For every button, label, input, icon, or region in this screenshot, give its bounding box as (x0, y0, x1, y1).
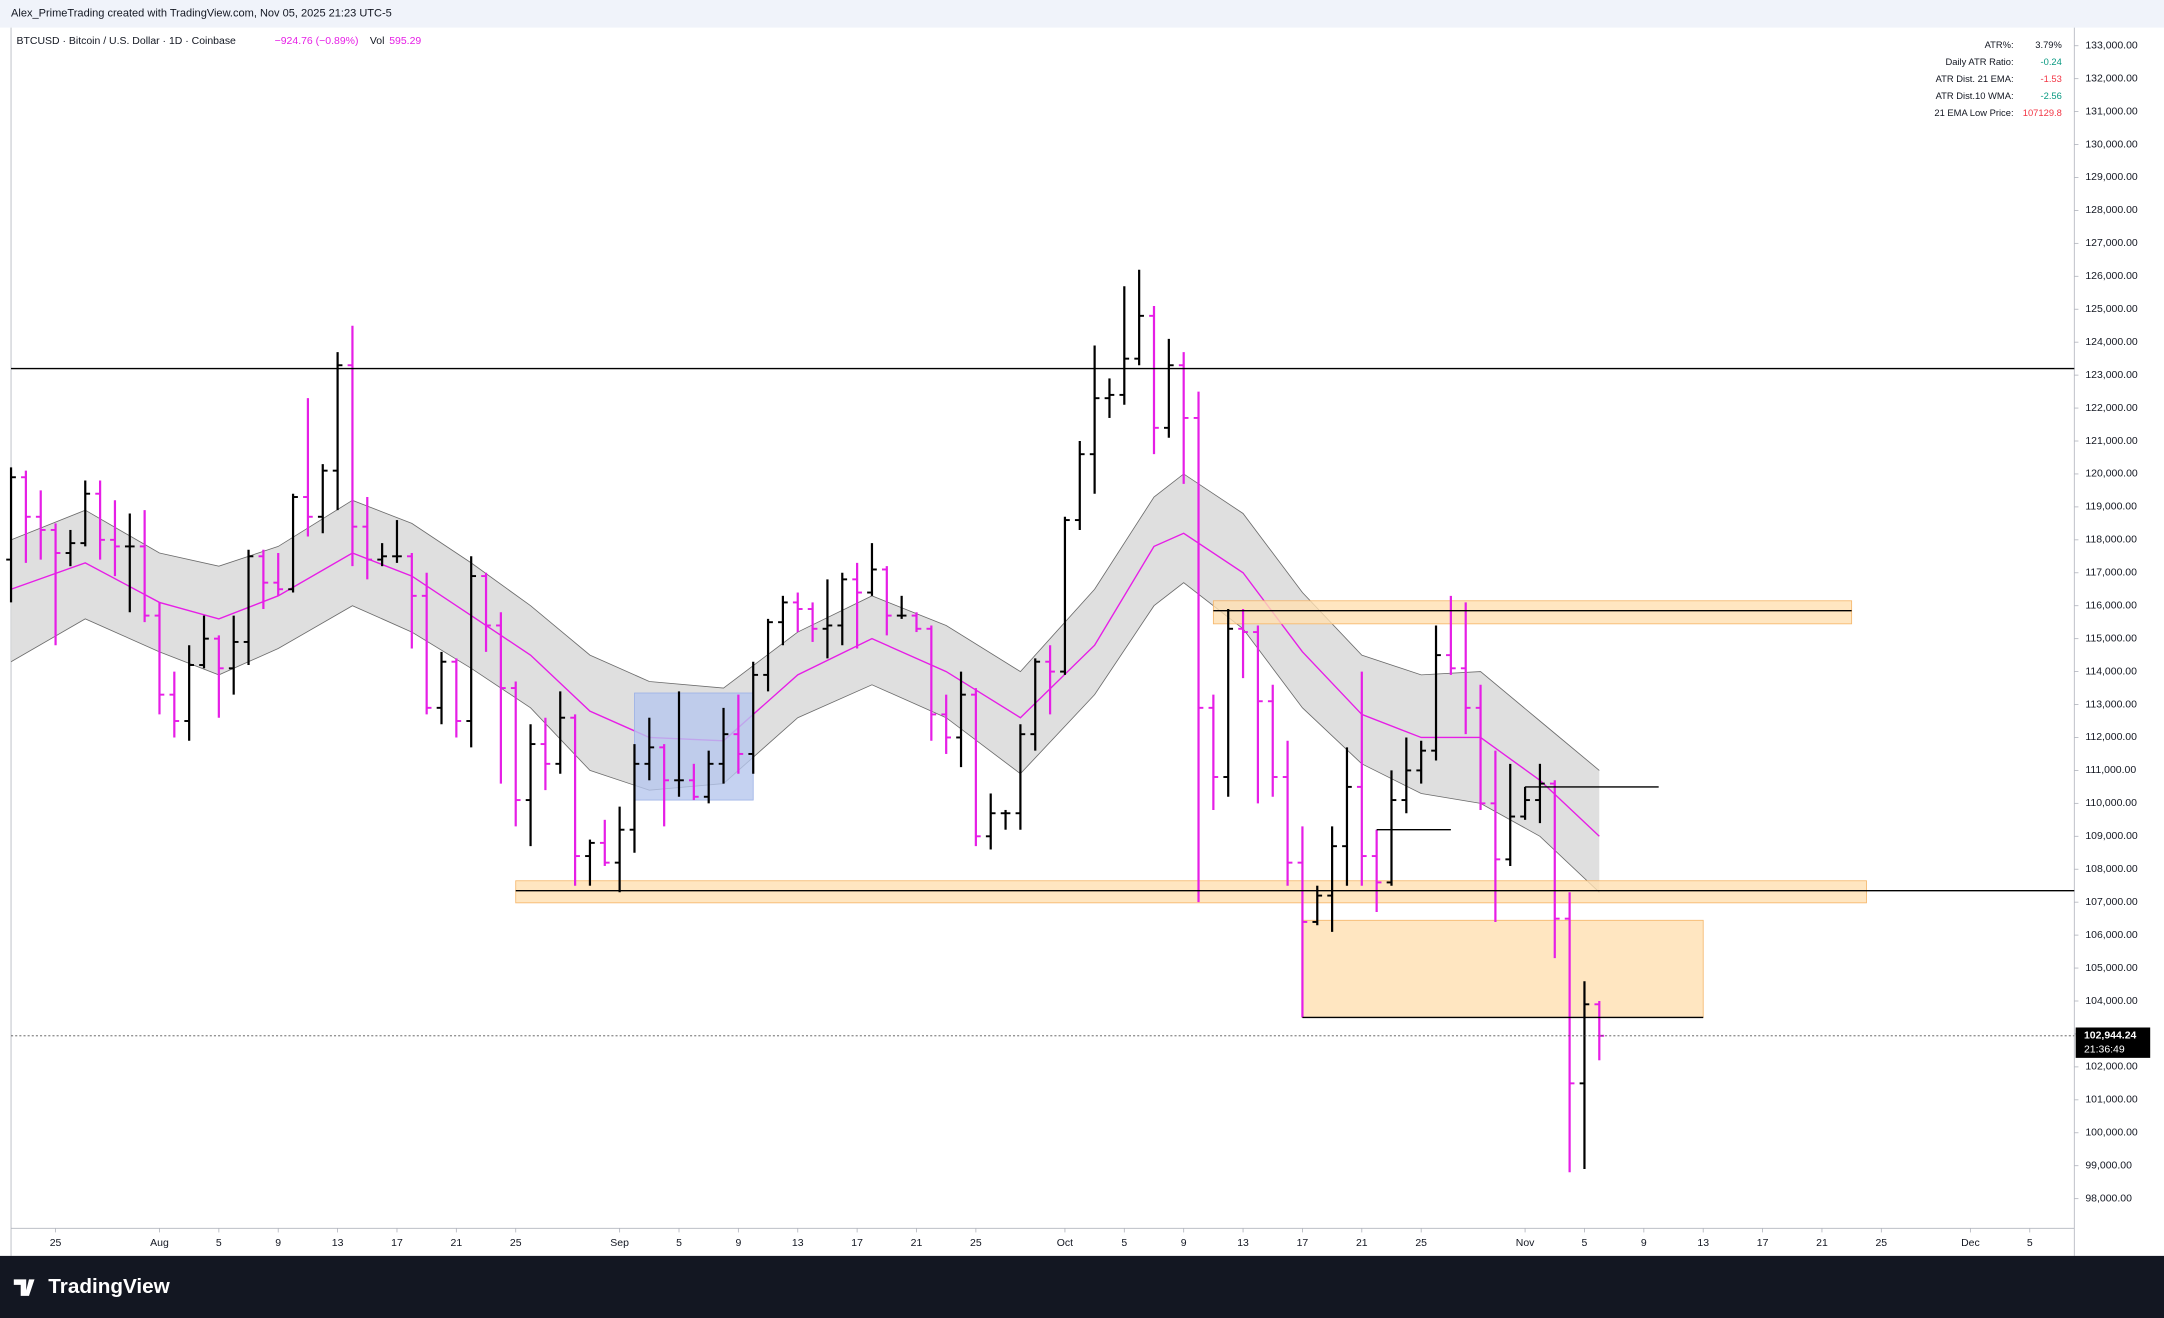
x-tick-label: 25 (1875, 1238, 1887, 1249)
volume: 595.29 (389, 36, 421, 47)
y-tick-label: 124,000.00 (2085, 337, 2138, 348)
y-tick-label: 115,000.00 (2085, 633, 2137, 644)
x-tick-label: 25 (1415, 1238, 1427, 1249)
volume-label: Vol (370, 36, 385, 47)
y-tick-label: 102,000.00 (2085, 1062, 2138, 1073)
zone (1302, 919, 1704, 1018)
y-tick-label: 105,000.00 (2085, 963, 2138, 974)
y-tick-label: 110,000.00 (2085, 798, 2137, 809)
y-tick-label: 128,000.00 (2085, 205, 2138, 216)
countdown: 21:36:49 (2084, 1044, 2125, 1055)
y-tick-label: 101,000.00 (2085, 1095, 2138, 1106)
x-tick-label: 5 (676, 1238, 682, 1249)
y-tick-label: 98,000.00 (2085, 1193, 2132, 1204)
y-tick-label: 117,000.00 (2085, 568, 2137, 579)
x-tick-label: 25 (510, 1238, 522, 1249)
x-tick-label: 5 (2027, 1238, 2033, 1249)
y-tick-label: 133,000.00 (2085, 40, 2138, 51)
indicator-value: 107129.8 (2023, 108, 2062, 118)
credit-bar (0, 0, 2164, 28)
indicator-label: 21 EMA Low Price: (1934, 108, 2013, 118)
indicator-label: Daily ATR Ratio: (1945, 57, 2013, 67)
band-upper (10, 473, 1600, 771)
x-tick-label: 17 (1757, 1238, 1769, 1249)
x-tick-label: 9 (275, 1238, 281, 1249)
credit: Alex_PrimeTrading created with TradingVi… (11, 8, 392, 20)
y-tick-label: 126,000.00 (2085, 271, 2138, 282)
indicator-value: -2.56 (2040, 91, 2061, 101)
x-tick-label: Oct (1057, 1238, 1073, 1249)
y-tick-label: 108,000.00 (2085, 864, 2138, 875)
x-tick-label: 5 (1582, 1238, 1588, 1249)
x-tick-label: 13 (1237, 1238, 1249, 1249)
y-tick-label: 129,000.00 (2085, 172, 2138, 183)
change: −924.76 (−0.89%) (275, 36, 359, 47)
indicator-value: -0.24 (2040, 57, 2061, 67)
indicator-label: ATR Dist.10 WMA: (1936, 91, 2014, 101)
x-tick-label: 21 (1816, 1238, 1828, 1249)
y-tick-label: 104,000.00 (2085, 996, 2138, 1007)
x-tick-label: 21 (1356, 1238, 1368, 1249)
symbol: BTCUSD · Bitcoin / U.S. Dollar · 1D · Co… (17, 36, 237, 47)
x-tick-label: Dec (1961, 1238, 1980, 1249)
footer (0, 1255, 2164, 1318)
x-tick-label: 9 (735, 1238, 741, 1249)
x-tick-label: 25 (50, 1238, 62, 1249)
y-tick-label: 120,000.00 (2085, 469, 2138, 480)
y-tick-label: 116,000.00 (2085, 600, 2137, 611)
x-tick-label: 13 (332, 1238, 344, 1249)
x-tick-label: 13 (1697, 1238, 1709, 1249)
y-tick-label: 119,000.00 (2085, 502, 2137, 513)
x-tick-label: 13 (792, 1238, 804, 1249)
x-tick-label: 9 (1641, 1238, 1647, 1249)
band-fill (11, 473, 1600, 893)
y-tick-label: 100,000.00 (2085, 1128, 2138, 1139)
brand-logo (13, 1279, 35, 1296)
y-tick-label: 113,000.00 (2085, 699, 2137, 710)
y-tick-label: 131,000.00 (2085, 106, 2138, 117)
indicator-label: ATR%: (1985, 40, 2014, 50)
y-tick-label: 111,000.00 (2085, 765, 2136, 776)
x-tick-label: 5 (216, 1238, 222, 1249)
x-tick-label: 17 (851, 1238, 863, 1249)
y-tick-label: 132,000.00 (2085, 73, 2138, 84)
x-tick-label: 21 (911, 1238, 923, 1249)
band-lower (10, 582, 1600, 893)
x-tick-label: Sep (610, 1238, 629, 1249)
y-tick-label: 118,000.00 (2085, 535, 2137, 546)
x-tick-label: 5 (1121, 1238, 1127, 1249)
x-tick-label: 25 (970, 1238, 982, 1249)
x-tick-label: 9 (1181, 1238, 1187, 1249)
y-tick-label: 99,000.00 (2085, 1160, 2132, 1171)
y-tick-label: 112,000.00 (2085, 732, 2137, 743)
y-tick-label: 123,000.00 (2085, 370, 2138, 381)
last-price-label: 102,944.24 (2084, 1031, 2137, 1042)
y-tick-label: 122,000.00 (2085, 403, 2138, 414)
y-tick-label: 106,000.00 (2085, 930, 2138, 941)
zone (1212, 600, 1853, 625)
indicator-value: 3.79% (2035, 40, 2062, 50)
x-tick-label: Nov (1516, 1238, 1535, 1249)
x-tick-label: 17 (1297, 1238, 1309, 1249)
last-price-box (2075, 1027, 2151, 1058)
y-tick-label: 109,000.00 (2085, 831, 2138, 842)
x-tick-label: Aug (150, 1238, 169, 1249)
indicator-value: -1.53 (2040, 74, 2061, 84)
y-tick-label: 107,000.00 (2085, 897, 2138, 908)
y-tick-label: 114,000.00 (2085, 666, 2137, 677)
y-tick-label: 125,000.00 (2085, 304, 2138, 315)
y-tick-label: 127,000.00 (2085, 238, 2138, 249)
indicator-label: ATR Dist. 21 EMA: (1936, 74, 2014, 84)
x-tick-label: 17 (391, 1238, 403, 1249)
x-tick-label: 21 (451, 1238, 463, 1249)
zone (515, 880, 1867, 904)
brand: TradingView (48, 1275, 170, 1298)
y-tick-label: 121,000.00 (2085, 436, 2138, 447)
y-tick-label: 130,000.00 (2085, 139, 2138, 150)
